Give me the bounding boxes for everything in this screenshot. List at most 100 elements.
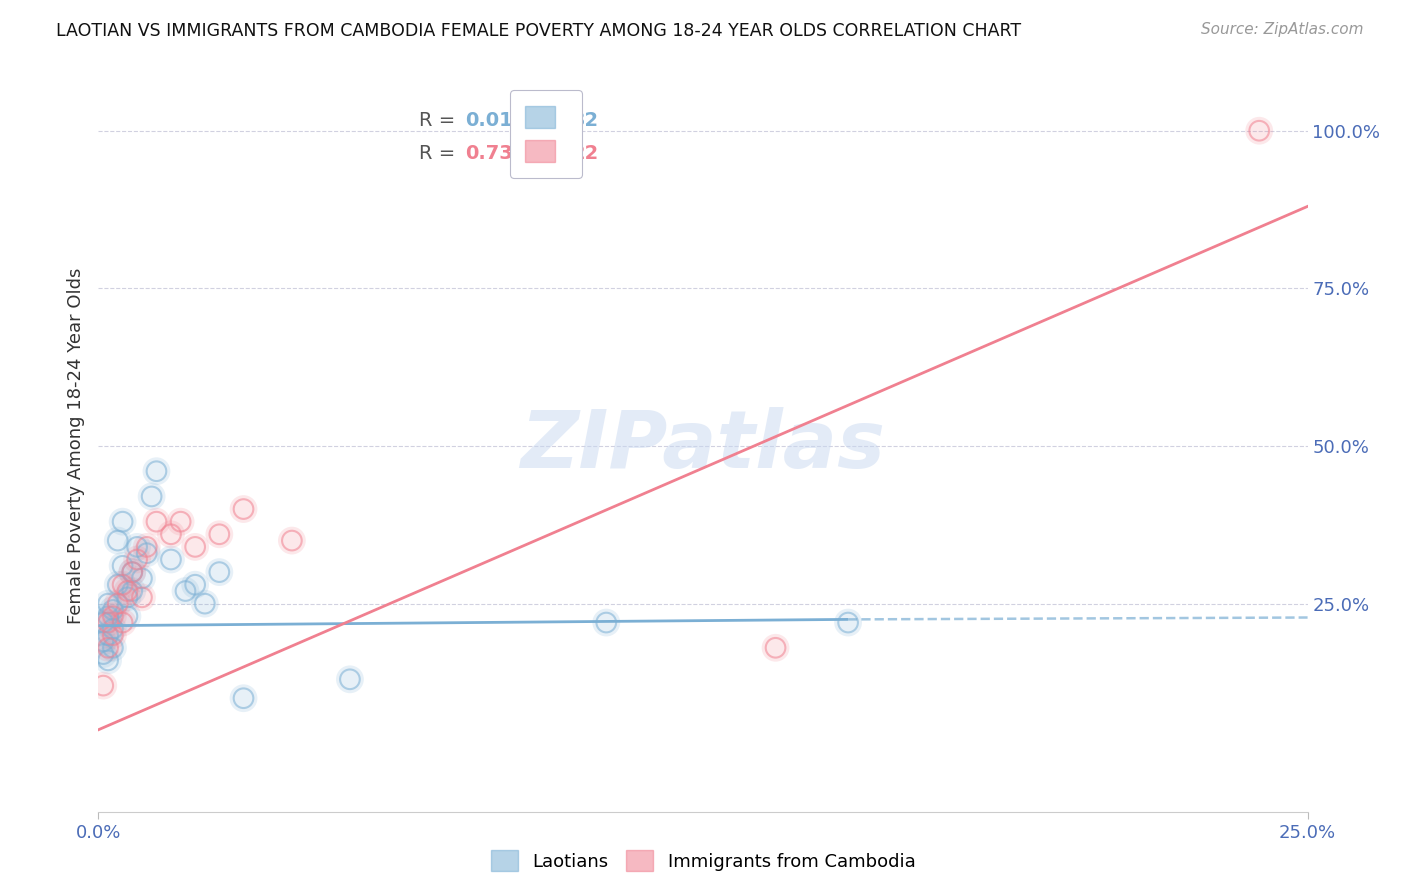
Text: ZIPatlas: ZIPatlas	[520, 407, 886, 485]
Point	[131, 591, 153, 605]
Text: R =: R =	[419, 111, 461, 130]
Point	[111, 515, 134, 529]
Point	[107, 597, 129, 611]
Point	[111, 615, 134, 630]
Point	[91, 647, 114, 661]
Point	[194, 597, 217, 611]
Point	[160, 552, 183, 566]
Point	[121, 565, 143, 579]
Point	[131, 571, 153, 585]
Point	[135, 540, 157, 554]
Legend: , : ,	[510, 90, 582, 178]
Point	[91, 679, 114, 693]
Point	[107, 578, 129, 592]
Point	[117, 584, 139, 599]
Point	[101, 640, 124, 655]
Point	[127, 552, 149, 566]
Point	[91, 647, 114, 661]
Point	[1249, 124, 1271, 138]
Text: N =: N =	[526, 111, 569, 130]
Point	[107, 578, 129, 592]
Point	[135, 546, 157, 560]
Point	[121, 565, 143, 579]
Point	[208, 527, 231, 541]
Point	[97, 628, 120, 642]
Point	[135, 540, 157, 554]
Point	[232, 502, 254, 516]
Point	[281, 533, 304, 548]
Point	[232, 502, 254, 516]
Point	[184, 578, 207, 592]
Point	[339, 673, 361, 687]
Point	[121, 584, 143, 599]
Point	[141, 490, 163, 504]
Legend: Laotians, Immigrants from Cambodia: Laotians, Immigrants from Cambodia	[484, 843, 922, 879]
Point	[101, 609, 124, 624]
Text: 0.013: 0.013	[465, 111, 526, 130]
Point	[765, 640, 787, 655]
Point	[101, 603, 124, 617]
Point	[1249, 124, 1271, 138]
Point	[101, 609, 124, 624]
Text: N =: N =	[526, 144, 569, 163]
Text: 0.736: 0.736	[465, 144, 526, 163]
Point	[141, 490, 163, 504]
Point	[97, 640, 120, 655]
Point	[101, 622, 124, 636]
Point	[91, 634, 114, 648]
Point	[101, 628, 124, 642]
Point	[91, 679, 114, 693]
Point	[121, 565, 143, 579]
Point	[127, 540, 149, 554]
Y-axis label: Female Poverty Among 18-24 Year Olds: Female Poverty Among 18-24 Year Olds	[66, 268, 84, 624]
Point	[101, 640, 124, 655]
Point	[160, 527, 183, 541]
Point	[232, 691, 254, 706]
Point	[97, 615, 120, 630]
Text: LAOTIAN VS IMMIGRANTS FROM CAMBODIA FEMALE POVERTY AMONG 18-24 YEAR OLDS CORRELA: LAOTIAN VS IMMIGRANTS FROM CAMBODIA FEMA…	[56, 22, 1021, 40]
Point	[117, 609, 139, 624]
Point	[107, 597, 129, 611]
Point	[107, 533, 129, 548]
Point	[127, 540, 149, 554]
Point	[121, 584, 143, 599]
Point	[91, 634, 114, 648]
Point	[169, 515, 191, 529]
Point	[595, 615, 617, 630]
Point	[131, 571, 153, 585]
Point	[91, 615, 114, 630]
Point	[97, 640, 120, 655]
Point	[111, 578, 134, 592]
Point	[145, 464, 167, 478]
Point	[117, 591, 139, 605]
Point	[837, 615, 859, 630]
Point	[174, 584, 197, 599]
Point	[145, 464, 167, 478]
Point	[184, 578, 207, 592]
Point	[111, 558, 134, 573]
Point	[339, 673, 361, 687]
Point	[135, 546, 157, 560]
Point	[765, 640, 787, 655]
Point	[111, 515, 134, 529]
Point	[91, 615, 114, 630]
Point	[97, 597, 120, 611]
Point	[127, 552, 149, 566]
Point	[232, 691, 254, 706]
Point	[97, 653, 120, 667]
Point	[97, 628, 120, 642]
Point	[184, 540, 207, 554]
Point	[837, 615, 859, 630]
Text: 22: 22	[571, 144, 599, 163]
Point	[208, 527, 231, 541]
Point	[97, 609, 120, 624]
Point	[111, 578, 134, 592]
Text: 32: 32	[571, 111, 599, 130]
Point	[111, 558, 134, 573]
Point	[174, 584, 197, 599]
Point	[160, 552, 183, 566]
Text: Source: ZipAtlas.com: Source: ZipAtlas.com	[1201, 22, 1364, 37]
Point	[97, 609, 120, 624]
Point	[169, 515, 191, 529]
Point	[101, 622, 124, 636]
